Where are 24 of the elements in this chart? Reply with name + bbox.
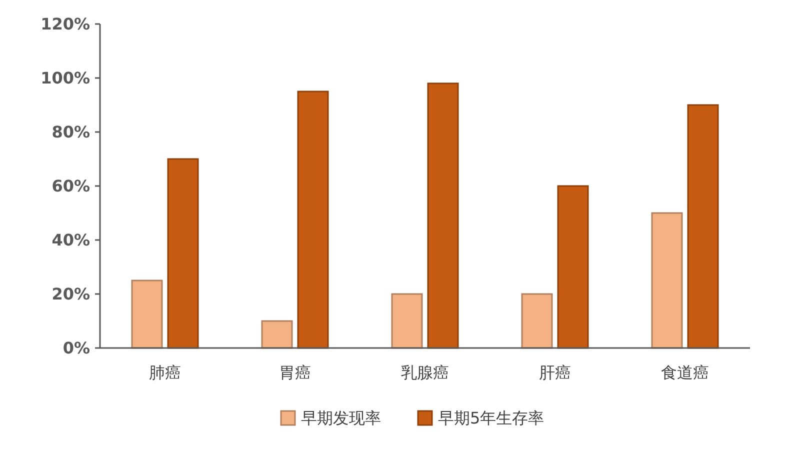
y-tick-label: 80% [52, 122, 90, 142]
bar [521, 293, 553, 349]
y-tick-label: 0% [62, 338, 90, 358]
bar [261, 320, 293, 349]
x-tick-label: 肺癌 [149, 363, 181, 382]
bar [651, 212, 683, 349]
x-tick-label: 食道癌 [661, 363, 709, 382]
bar [391, 293, 423, 349]
y-tick-label: 120% [40, 14, 90, 34]
bar [297, 90, 329, 349]
bar [131, 280, 163, 349]
bar [557, 185, 589, 349]
legend-label: 早期发现率 [301, 408, 381, 428]
bar [427, 82, 459, 349]
x-tick-label: 胃癌 [279, 363, 311, 382]
legend-label: 早期5年生存率 [438, 408, 544, 428]
y-tick-label: 40% [52, 230, 90, 250]
x-tick-label: 肝癌 [539, 363, 571, 382]
y-tick-label: 60% [52, 176, 90, 196]
bar [167, 158, 199, 349]
bar [687, 104, 719, 349]
y-tick-label: 100% [40, 68, 90, 88]
y-tick-label: 20% [52, 284, 90, 304]
x-tick-label: 乳腺癌 [401, 363, 449, 382]
